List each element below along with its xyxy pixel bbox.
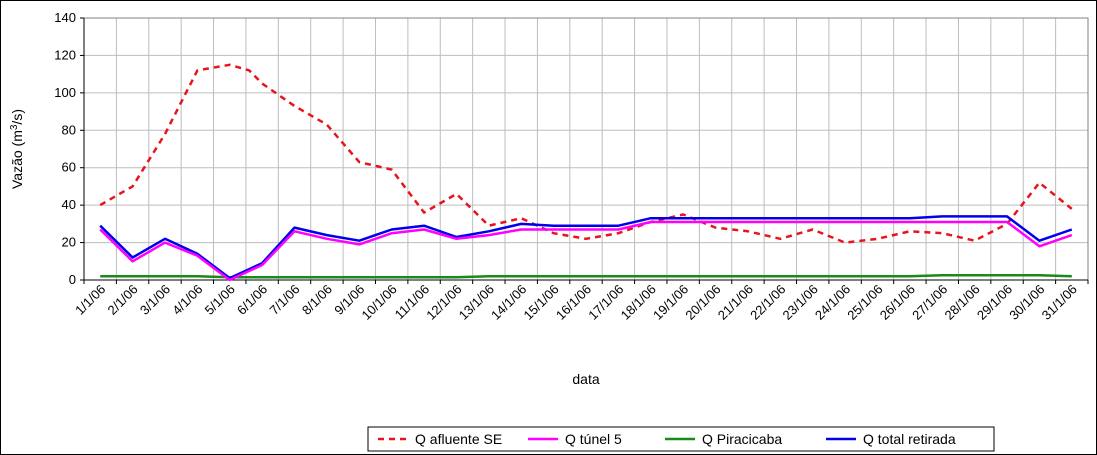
x-tick-label: 6/1/06 — [234, 282, 270, 318]
x-tick-label: 30/1/06 — [1006, 282, 1047, 323]
legend-label: Q afluente SE — [415, 431, 502, 447]
x-tick-label: 8/1/06 — [299, 282, 335, 318]
x-tick-label: 1/1/06 — [72, 282, 108, 318]
x-tick-label: 21/1/06 — [715, 282, 756, 323]
x-tick-label: 19/1/06 — [650, 282, 691, 323]
x-tick-label: 26/1/06 — [877, 282, 918, 323]
x-tick-label: 7/1/06 — [266, 282, 302, 318]
x-tick-label: 17/1/06 — [585, 282, 626, 323]
series-line-q-afluente-se — [99, 63, 1073, 244]
x-tick-label: 27/1/06 — [909, 282, 950, 323]
y-tick-label: 100 — [54, 85, 76, 100]
x-tick-label: 13/1/06 — [456, 282, 497, 323]
x-tick-label: 15/1/06 — [520, 282, 561, 323]
x-tick-label: 12/1/06 — [423, 282, 464, 323]
x-tick-label: 14/1/06 — [488, 282, 529, 323]
y-tick-label: 80 — [62, 122, 76, 137]
x-tick-label: 22/1/06 — [747, 282, 788, 323]
x-tick-label: 18/1/06 — [618, 282, 659, 323]
x-tick-label: 31/1/06 — [1039, 282, 1080, 323]
plot-area — [83, 17, 1089, 281]
x-tick-label: 23/1/06 — [780, 282, 821, 323]
series-line-q-piracicaba — [100, 274, 1072, 279]
y-axis-title: Vazão (m3/s) — [9, 109, 25, 189]
x-tick-label: 10/1/06 — [359, 282, 400, 323]
y-tick-label: 40 — [62, 197, 76, 212]
x-tick-label: 24/1/06 — [812, 282, 853, 323]
y-tick-label: 140 — [54, 10, 76, 25]
legend: Q afluente SE Q túnel 5 Q Piracicaba Q tota… — [367, 426, 995, 452]
legend-label: Q total retirada — [863, 431, 956, 447]
x-tick-label: 2/1/06 — [105, 282, 141, 318]
series-line-q-t-nel-5 — [99, 220, 1073, 282]
y-tick-label: 20 — [62, 235, 76, 250]
x-axis-title: data — [572, 371, 599, 387]
x-tick-label: 29/1/06 — [974, 282, 1015, 323]
y-tick-label: 120 — [54, 47, 76, 62]
x-tick-label: 25/1/06 — [844, 282, 885, 323]
x-tick-label: 3/1/06 — [137, 282, 173, 318]
x-tick-label: 16/1/06 — [553, 282, 594, 323]
x-tick-label: 5/1/06 — [202, 282, 238, 318]
legend-label: Q túnel 5 — [565, 431, 622, 447]
legend-label: Q Piracicaba — [702, 431, 782, 447]
x-tick-label: 28/1/06 — [941, 282, 982, 323]
y-tick-label: 0 — [69, 272, 76, 287]
x-tick-label: 4/1/06 — [169, 282, 205, 318]
y-tick-label: 60 — [62, 160, 76, 175]
x-tick-label: 20/1/06 — [682, 282, 723, 323]
